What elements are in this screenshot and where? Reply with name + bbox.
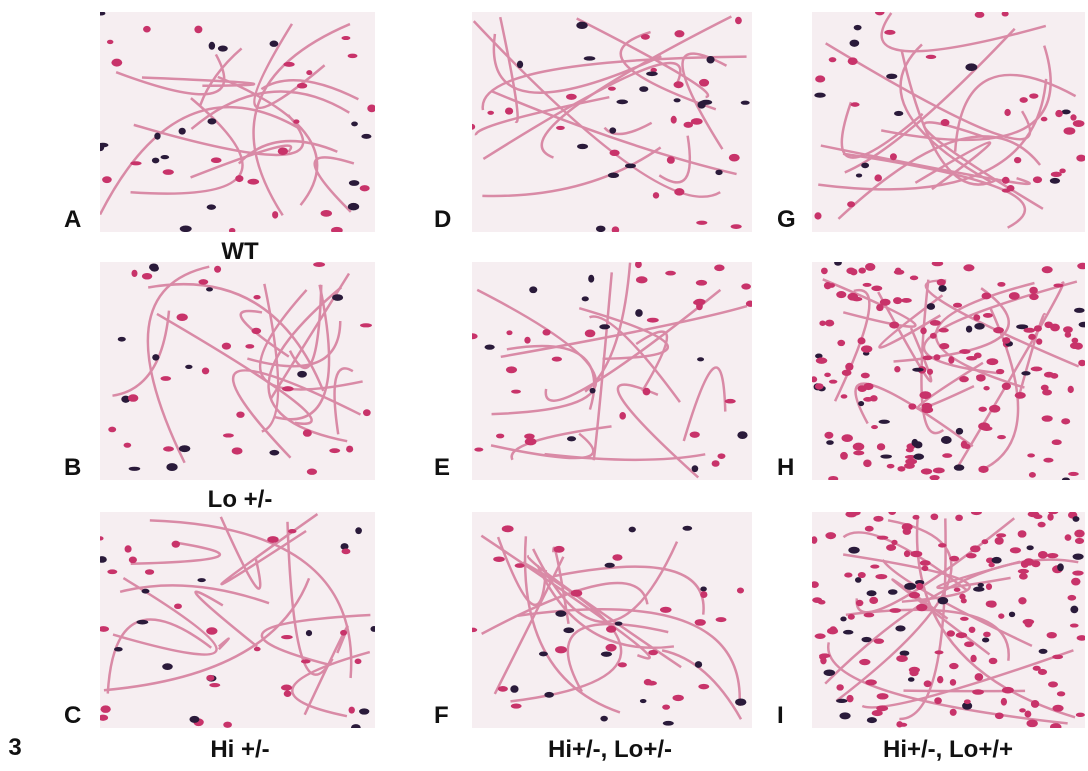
- figure: 3 WT Lo +/- Hi +/- Hi+/-, Lo+/- Hi+/-, L…: [0, 0, 1088, 771]
- genotype-label: Hi+/-, Lo+/-: [500, 736, 720, 764]
- genotype-label: Hi +/-: [160, 736, 320, 764]
- panel-letter: F: [434, 702, 449, 730]
- micrograph: [472, 12, 752, 232]
- micrograph: [100, 12, 375, 232]
- panel-letter: B: [64, 454, 81, 482]
- panel-letter: H: [777, 454, 794, 482]
- micrograph: [812, 262, 1085, 480]
- figure-number: 3: [0, 734, 30, 762]
- genotype-label: Hi+/-, Lo+/+: [838, 736, 1058, 764]
- panel-letter: D: [434, 206, 451, 234]
- micrograph: [100, 512, 375, 728]
- panel-letter: E: [434, 454, 450, 482]
- panel-letter: A: [64, 206, 81, 234]
- genotype-label: Lo +/-: [160, 486, 320, 514]
- micrograph: [812, 512, 1085, 728]
- micrograph: [472, 262, 752, 480]
- micrograph: [100, 262, 375, 480]
- panel-letter: C: [64, 702, 81, 730]
- panel-letter: I: [777, 702, 784, 730]
- micrograph: [472, 512, 752, 728]
- micrograph: [812, 12, 1085, 232]
- panel-letter: G: [777, 206, 796, 234]
